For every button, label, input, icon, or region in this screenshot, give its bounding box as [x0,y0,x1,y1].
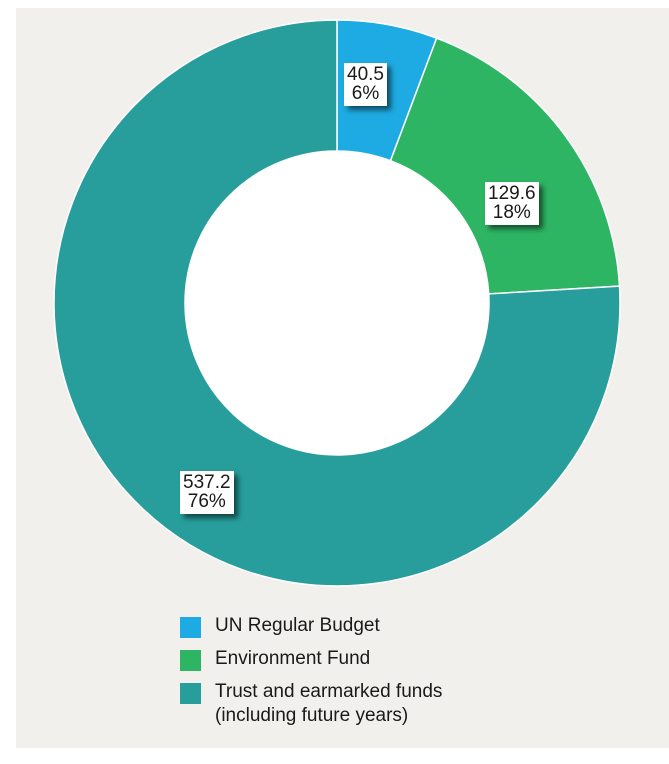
legend-label: Environment Fund [215,648,371,669]
legend-item-environment-fund: Environment Fund [180,647,442,671]
data-label-value: 40.5 [347,64,384,85]
data-label-value: 129.6 [488,183,536,204]
data-label-percent: 6% [351,83,380,104]
legend-swatch [180,683,201,704]
legend-swatch [180,650,201,671]
legend-item-un-regular-budget: UN Regular Budget [180,614,442,638]
legend-item-trust-funds: Trust and earmarked funds (including fut… [180,680,442,728]
legend-label-line2: (including future years) [215,705,409,726]
data-label-percent: 18% [492,202,531,223]
data-label-un-regular-budget: 40.5 6% [344,63,387,106]
legend-label: Trust and earmarked funds [215,681,443,702]
legend: UN Regular Budget Environment Fund Trust… [180,614,442,737]
donut-hole [185,151,489,455]
data-label-value: 537.2 [183,472,231,493]
data-label-trust-funds: 537.2 76% [180,471,234,514]
legend-label: UN Regular Budget [215,615,380,636]
legend-swatch [180,617,201,638]
data-label-environment-fund: 129.6 18% [485,182,539,225]
data-label-percent: 76% [187,491,226,512]
